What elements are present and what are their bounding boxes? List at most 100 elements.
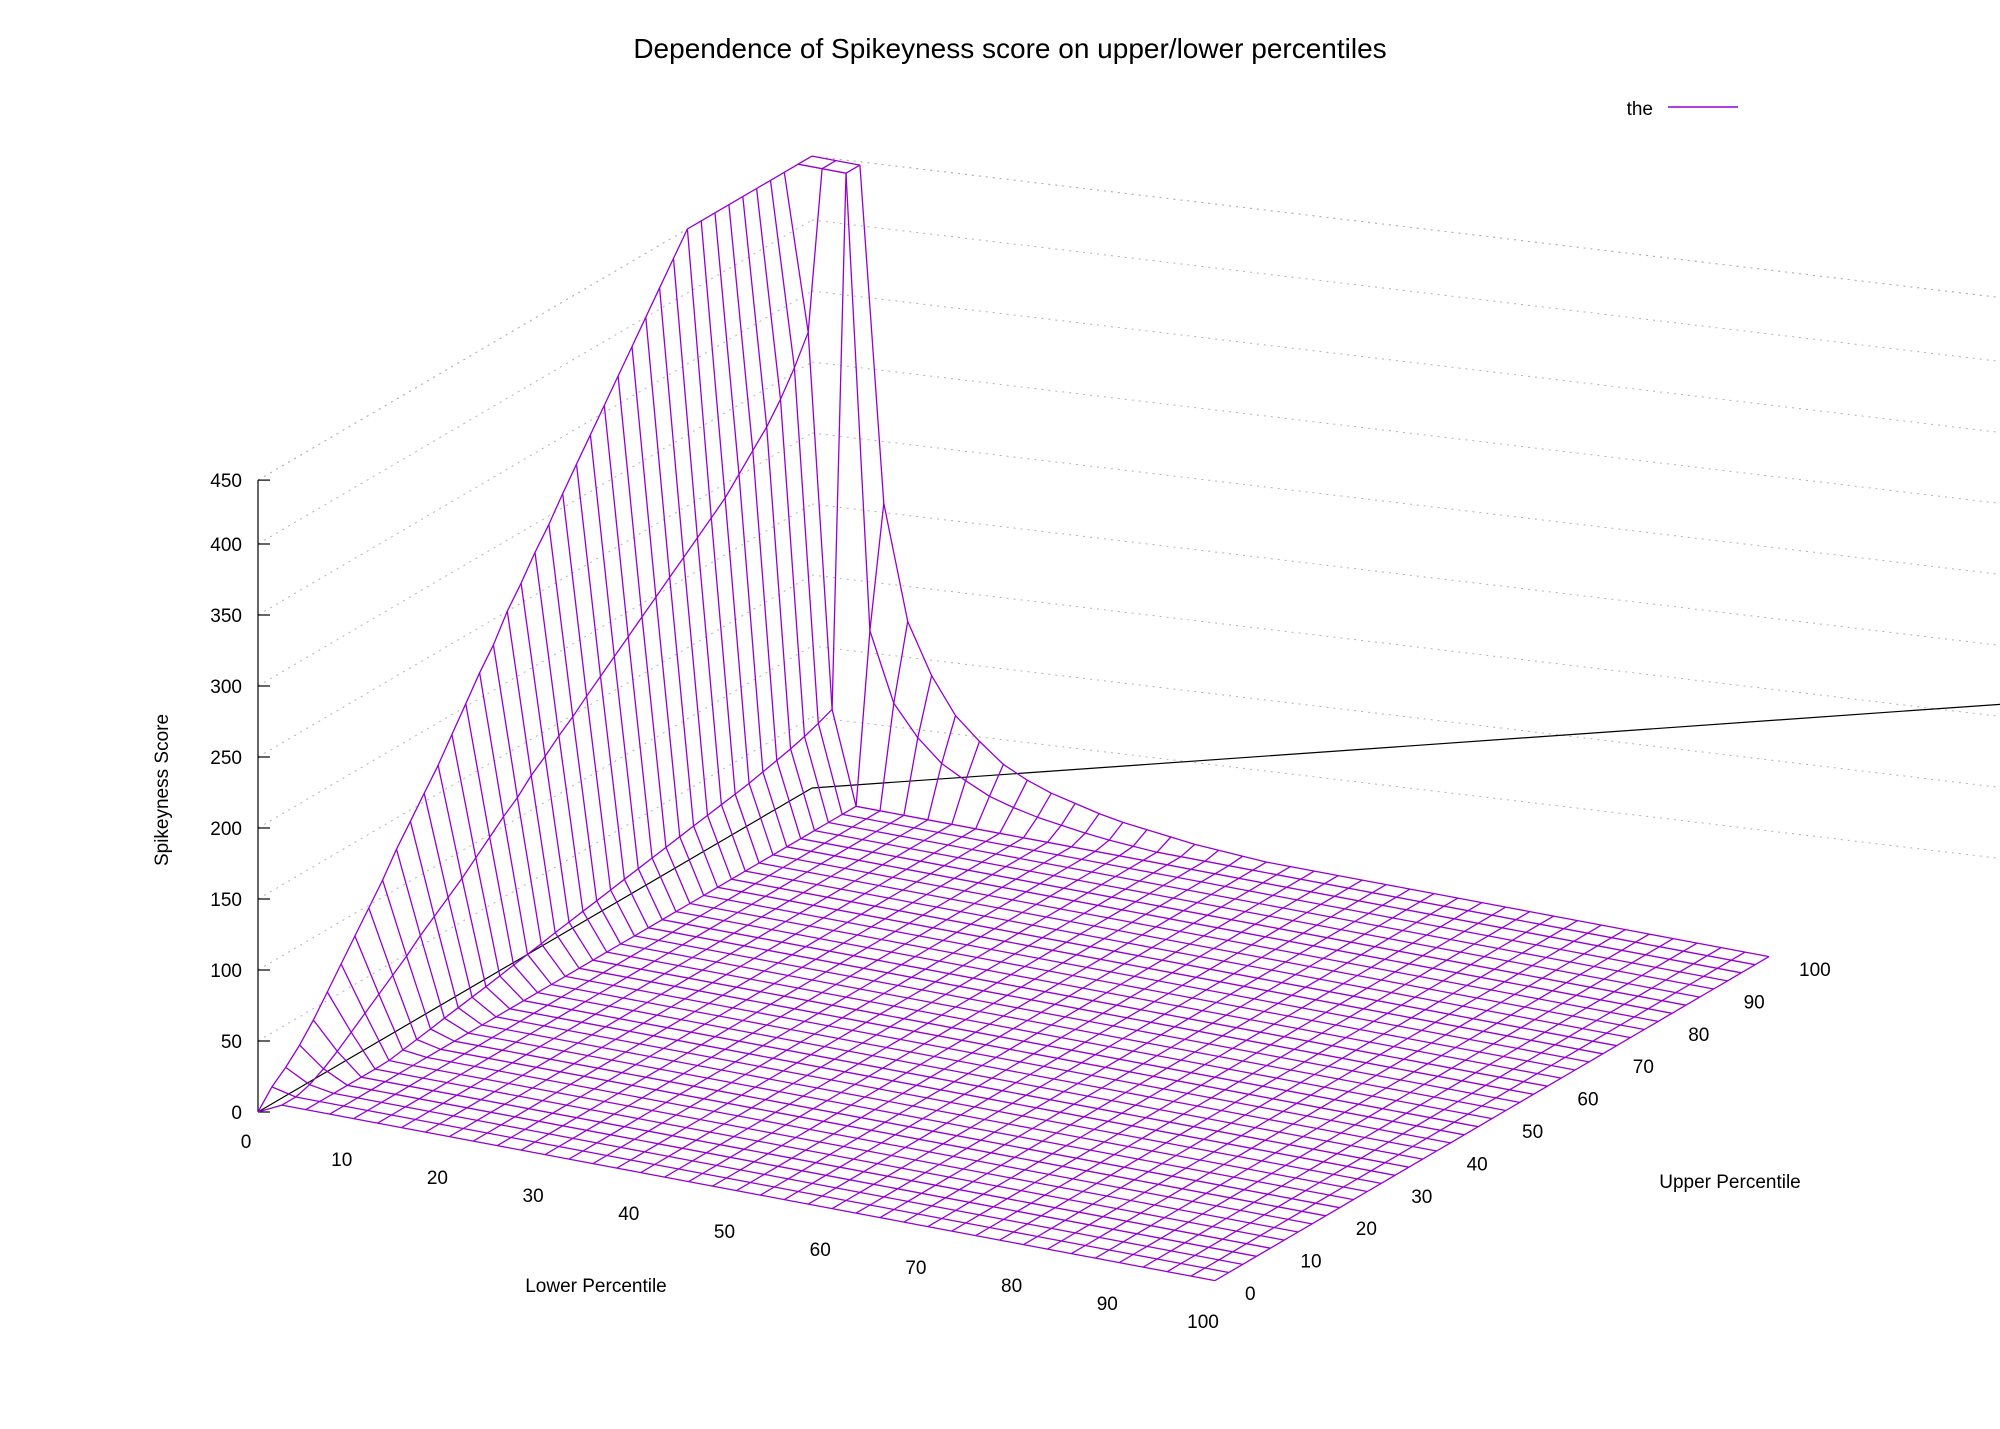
mesh-line-lower-2.5: [281, 160, 837, 1106]
y-axis-label: Upper Percentile: [1659, 1172, 1801, 1193]
grid-line-left-100: [257, 645, 813, 971]
legend: the: [1627, 99, 1738, 120]
grid-line-back-100: [811, 645, 2000, 788]
grid-line-frame-left: [257, 155, 813, 481]
y-tick-label-20: 20: [1356, 1219, 1377, 1240]
mesh-line-upper-50: [534, 552, 1493, 1120]
z-tick-label-300: 300: [210, 677, 242, 698]
z-tick-label-150: 150: [210, 890, 242, 911]
mesh-line-upper-77.5: [686, 228, 1645, 1031]
mesh-line-upper-12.5: [326, 991, 1285, 1241]
z-tick-label-50: 50: [221, 1032, 242, 1053]
z-axis-label: Spikeyness Score: [152, 714, 173, 866]
x-tick-label-10: 10: [331, 1150, 352, 1171]
grid-line-back-150: [811, 574, 2000, 717]
axes: [257, 479, 2000, 1113]
mesh-line-upper-100: [811, 155, 1770, 958]
mesh-line-upper-92.5: [769, 180, 1728, 982]
mesh-line-upper-82.5: [714, 212, 1673, 1014]
mesh-line-upper-17.5: [354, 935, 1313, 1225]
mesh-line-upper-40: [478, 672, 1437, 1152]
x-tick-label-0: 0: [241, 1132, 252, 1153]
x-tick-label-40: 40: [618, 1204, 639, 1225]
mesh-line-upper-87.5: [742, 196, 1700, 998]
back-grid: [257, 155, 2000, 1042]
chart-title: Dependence of Spikeyness score on upper/…: [633, 33, 1386, 64]
z-tick-label-400: 400: [210, 535, 242, 556]
mesh-line-upper-85: [728, 204, 1687, 1006]
mesh-line-upper-62.5: [603, 405, 1562, 1079]
y-tick-label-40: 40: [1467, 1154, 1488, 1175]
x-tick-label-30: 30: [523, 1186, 544, 1207]
grid-line-back-450: [811, 155, 2000, 299]
mesh-line-upper-2.5: [271, 1086, 1229, 1274]
mesh-line-upper-27.5: [409, 821, 1368, 1193]
mesh-line-lower-0: [257, 155, 813, 1113]
grid-line-back-50: [811, 716, 2000, 859]
mesh-line-upper-20: [368, 907, 1326, 1217]
mesh-line-upper-0: [257, 1104, 1216, 1282]
grid-line-back-250: [811, 432, 2000, 575]
grid-line-frame-back: [811, 155, 2000, 299]
surface-mesh: [257, 155, 1770, 1282]
mesh-line-upper-72.5: [658, 287, 1617, 1047]
mesh-line-upper-97.5: [797, 163, 1756, 966]
mesh-line-upper-30: [423, 793, 1382, 1185]
mesh-line-upper-22.5: [381, 879, 1340, 1209]
mesh-line-upper-37.5: [465, 703, 1423, 1160]
grid-line-left-400: [257, 219, 813, 545]
tick-labels: 0501001502002503003504004500102030405060…: [210, 471, 1830, 1333]
grid-line-left-250: [257, 432, 813, 758]
z-tick-label-100: 100: [210, 961, 242, 982]
grid-line-left-200: [257, 503, 813, 829]
mesh-line-upper-80: [700, 220, 1659, 1023]
grid-line-left-300: [257, 361, 813, 687]
y-tick-label-70: 70: [1633, 1057, 1654, 1078]
mesh-line-upper-32.5: [437, 765, 1396, 1176]
grid-line-back-200: [811, 503, 2000, 646]
x-axis-label: Lower Percentile: [525, 1276, 667, 1297]
mesh-line-upper-25: [395, 849, 1354, 1201]
mesh-line-upper-90: [755, 188, 1714, 990]
grid-line-back-300: [811, 361, 2000, 504]
grid-line-left-350: [257, 290, 813, 616]
y-tick-label-90: 90: [1744, 992, 1765, 1013]
y-tick-label-30: 30: [1411, 1187, 1432, 1208]
mesh-line-upper-65: [617, 375, 1576, 1071]
grid-line-back-400: [811, 219, 2000, 362]
base-frame-left: [257, 787, 813, 1113]
y-tick-label-80: 80: [1688, 1025, 1709, 1046]
grid-line-back-350: [811, 290, 2000, 433]
mesh-line-upper-10: [312, 1019, 1271, 1249]
mesh-line-lower-10: [353, 621, 909, 1120]
mesh-line-upper-95: [783, 172, 1742, 974]
mesh-line-upper-70: [645, 317, 1603, 1055]
mesh-line-upper-47.5: [520, 583, 1479, 1128]
mesh-line-upper-35: [451, 734, 1410, 1168]
x-tick-label-20: 20: [427, 1168, 448, 1189]
mesh-line-upper-5: [285, 1066, 1243, 1266]
z-tick-label-450: 450: [210, 471, 242, 492]
x-tick-label-70: 70: [905, 1258, 926, 1279]
mesh-line-upper-57.5: [575, 464, 1534, 1095]
mesh-line-upper-52.5: [548, 524, 1506, 1112]
z-tick-label-350: 350: [210, 606, 242, 627]
y-tick-label-10: 10: [1300, 1252, 1321, 1273]
mesh-line-upper-67.5: [631, 346, 1590, 1063]
z-tick-label-0: 0: [231, 1103, 242, 1124]
x-tick-label-50: 50: [714, 1222, 735, 1243]
mesh-line-upper-45: [506, 611, 1465, 1136]
y-tick-label-50: 50: [1522, 1122, 1543, 1143]
grid-line-left-150: [257, 574, 813, 900]
mesh-line-upper-75: [672, 258, 1631, 1039]
mesh-line-upper-7.5: [299, 1044, 1257, 1257]
x-tick-label-60: 60: [810, 1240, 831, 1261]
y-tick-label-100: 100: [1799, 960, 1831, 981]
mesh-line-lower-5: [305, 164, 861, 1111]
y-tick-label-60: 60: [1577, 1090, 1598, 1111]
mesh-line-upper-42.5: [492, 644, 1451, 1144]
mesh-line-upper-55: [562, 493, 1520, 1104]
x-tick-label-80: 80: [1001, 1276, 1022, 1297]
x-tick-label-90: 90: [1097, 1294, 1118, 1315]
